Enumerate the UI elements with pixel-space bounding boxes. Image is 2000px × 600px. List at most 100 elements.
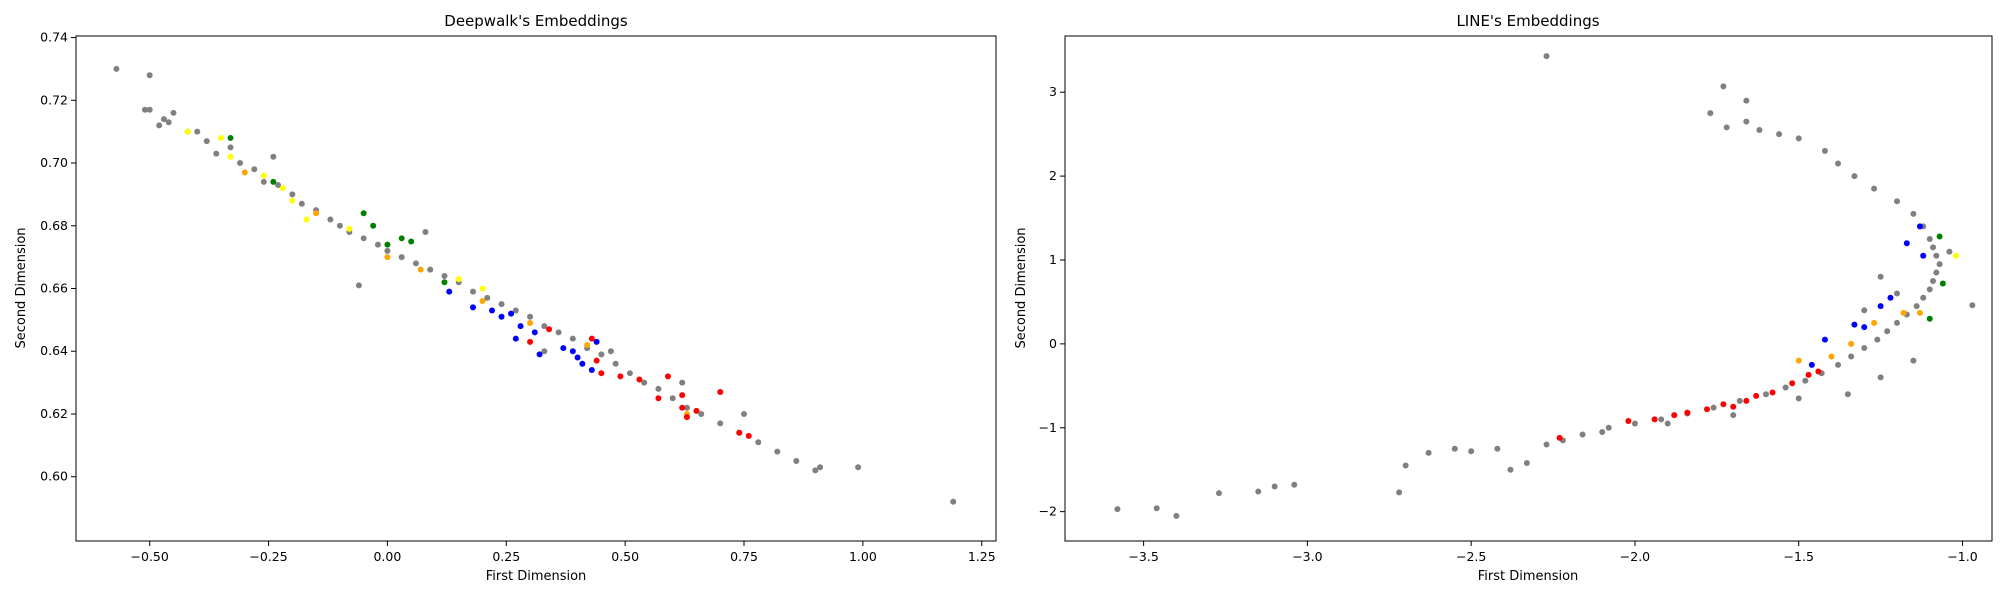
line-point <box>1599 428 1606 435</box>
line-point <box>1704 406 1711 413</box>
line-point <box>1451 445 1458 452</box>
deepwalk-x-tick-label: −0.25 <box>249 549 287 564</box>
line-point <box>1903 240 1910 247</box>
line-point <box>1877 273 1884 280</box>
deepwalk-point <box>484 294 491 301</box>
deepwalk-y-tick-label: 0.60 <box>40 469 68 484</box>
line-point <box>1723 124 1730 131</box>
deepwalk-point <box>569 348 576 355</box>
deepwalk-point <box>156 122 163 129</box>
line-point <box>1805 371 1812 378</box>
deepwalk-point <box>498 313 505 320</box>
line-point <box>1861 324 1868 331</box>
line-x-tick-label: −3.0 <box>1292 549 1322 564</box>
line-point <box>1871 319 1878 326</box>
deepwalk-point <box>588 335 595 342</box>
deepwalk-point <box>412 260 419 267</box>
deepwalk-point <box>641 379 648 386</box>
line-point <box>1877 374 1884 381</box>
deepwalk-chart: Deepwalk's Embeddings First Dimension Se… <box>14 12 997 584</box>
line-point <box>1468 448 1475 455</box>
deepwalk-point <box>194 128 201 135</box>
deepwalk-point <box>327 216 334 223</box>
line-point <box>1684 409 1691 416</box>
line-point <box>1631 420 1638 427</box>
deepwalk-point <box>427 266 434 273</box>
line-point <box>1952 252 1959 259</box>
deepwalk-point <box>374 241 381 248</box>
line-point <box>1926 286 1933 293</box>
deepwalk-point <box>812 467 819 474</box>
deepwalk-point <box>679 392 686 399</box>
line-point <box>1543 53 1550 60</box>
deepwalk-point <box>793 458 800 465</box>
deepwalk-point <box>607 348 614 355</box>
line-ticks: −3.5 −3.0 −2.5 −2.0 −1.5 −1.0 −2 −1 0 1 2 3 <box>1039 84 1978 564</box>
deepwalk-point <box>717 420 724 427</box>
line-point <box>1874 336 1881 343</box>
line-point <box>1402 462 1409 469</box>
line-point <box>1720 83 1727 90</box>
deepwalk-x-axis-label: First Dimension <box>486 569 587 584</box>
line-point <box>1523 459 1530 466</box>
deepwalk-point <box>579 360 586 367</box>
deepwalk-point <box>146 106 153 113</box>
deepwalk-point <box>698 410 705 417</box>
deepwalk-point <box>855 464 862 471</box>
line-point <box>1848 353 1855 360</box>
line-point <box>1821 147 1828 154</box>
deepwalk-point <box>512 307 519 314</box>
deepwalk-point <box>184 128 191 135</box>
deepwalk-point <box>355 282 362 289</box>
line-point <box>1920 294 1927 301</box>
deepwalk-chart-title: Deepwalk's Embeddings <box>444 12 628 30</box>
line-y-tick-label: 2 <box>1049 168 1057 183</box>
deepwalk-point <box>289 191 296 198</box>
deepwalk-point <box>593 338 600 345</box>
deepwalk-point <box>408 238 415 245</box>
deepwalk-y-tick-label: 0.66 <box>40 281 68 296</box>
line-point <box>1556 434 1563 441</box>
line-point <box>1795 135 1802 142</box>
deepwalk-point <box>470 288 477 295</box>
deepwalk-point <box>541 323 548 330</box>
line-point <box>1671 412 1678 419</box>
deepwalk-point <box>741 410 748 417</box>
line-point <box>1933 252 1940 259</box>
line-point <box>1651 416 1658 423</box>
deepwalk-point <box>422 229 429 236</box>
line-point <box>1851 321 1858 328</box>
line-point <box>1658 416 1665 423</box>
line-point <box>1815 368 1822 375</box>
deepwalk-point <box>303 216 310 223</box>
deepwalk-point <box>346 225 353 232</box>
deepwalk-point <box>218 134 225 141</box>
deepwalk-point <box>617 373 624 380</box>
line-point <box>1215 490 1222 497</box>
deepwalk-point <box>598 370 605 377</box>
line-point <box>1926 315 1933 322</box>
deepwalk-point <box>260 172 267 179</box>
line-point <box>1808 361 1815 368</box>
line-point <box>1730 412 1737 419</box>
deepwalk-point <box>517 323 524 330</box>
line-point <box>1936 233 1943 240</box>
line-point <box>1396 489 1403 496</box>
line-point <box>1877 303 1884 310</box>
deepwalk-point <box>774 448 781 455</box>
deepwalk-y-axis-label: Second Dimension <box>14 227 29 348</box>
deepwalk-ticks: −0.50 −0.25 0.00 0.25 0.50 0.75 1.00 1.25 0.60 0.… <box>40 30 996 564</box>
line-y-axis-label: Second Dimension <box>1014 227 1029 348</box>
deepwalk-point <box>588 367 595 374</box>
deepwalk-point <box>593 357 600 364</box>
deepwalk-x-tick-label: 0.25 <box>492 549 520 564</box>
deepwalk-point <box>241 169 248 176</box>
deepwalk-points <box>113 65 957 505</box>
deepwalk-point <box>384 247 391 254</box>
line-point <box>1844 391 1851 398</box>
line-point <box>1425 449 1432 456</box>
deepwalk-point <box>446 288 453 295</box>
line-point <box>1848 340 1855 347</box>
deepwalk-point <box>213 150 220 157</box>
